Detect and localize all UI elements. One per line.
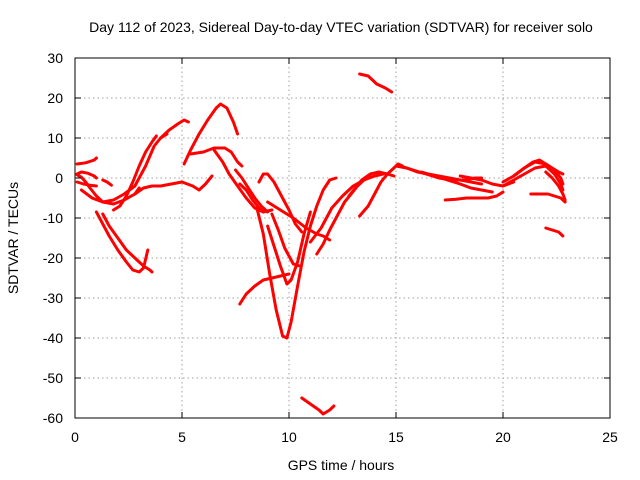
series-arc24 [308,172,385,244]
axes: 0 5 10 15 20 25 -60 -50 -40 -30 -20 -10 0 10 20 30 [43,50,618,445]
grid [75,58,610,418]
series-arc08 [101,178,113,187]
series-arc09 [112,134,158,212]
series-arc17 [238,272,291,306]
series-arc13 [189,146,244,168]
x-tick-label: 25 [602,429,618,445]
x-tick-label: 15 [388,429,404,445]
x-tick-label: 0 [71,429,79,445]
series-arc39 [544,226,565,238]
series-arc16 [238,182,265,214]
series-arc19 [257,172,304,234]
plot-frame [74,57,611,419]
y-tick-label: -20 [43,250,63,266]
series-arc02 [75,173,141,206]
y-tick-label: -10 [43,210,63,226]
series-arc20 [266,210,312,286]
series-arc31 [420,170,494,194]
series-arc06 [94,210,150,274]
y-tick-label: -60 [43,410,63,426]
y-tick-label: 0 [55,170,63,186]
plot-area [75,72,567,416]
series-arc22 [266,200,332,242]
x-tick-label: 5 [178,429,186,445]
series-arc07 [101,212,154,274]
y-tick-label: -40 [43,330,63,346]
series-arc38 [544,170,567,202]
series-arc28 [358,162,404,218]
series-arc01 [75,156,98,166]
series-arc21 [270,212,302,268]
series-arc03 [75,180,98,188]
y-tick-label: 30 [47,50,63,66]
x-axis-label: GPS time / hours [288,457,395,473]
series-arc15 [234,168,270,214]
x-tick-label: 10 [281,429,297,445]
y-tick-label: 10 [47,130,63,146]
series-arc37 [529,192,567,204]
y-tick-label: -50 [43,370,63,386]
series-arc27 [358,72,394,94]
series-arc26 [300,396,336,416]
y-tick-label: -30 [43,290,63,306]
series-arc10 [133,174,214,196]
x-tick-label: 20 [495,429,511,445]
series-arc35 [501,164,565,192]
series-arc18 [255,176,338,340]
y-axis-label: SDTVAR / TECUs [5,182,21,294]
series-arc32 [443,190,505,202]
chart-title: Day 112 of 2023, Sidereal Day-to-day VTE… [89,19,593,35]
series-arc11 [159,118,190,140]
y-tick-label: 20 [47,90,63,106]
series-arc36 [512,160,565,186]
series-arc04 [75,170,98,180]
series-arc12 [182,102,240,166]
